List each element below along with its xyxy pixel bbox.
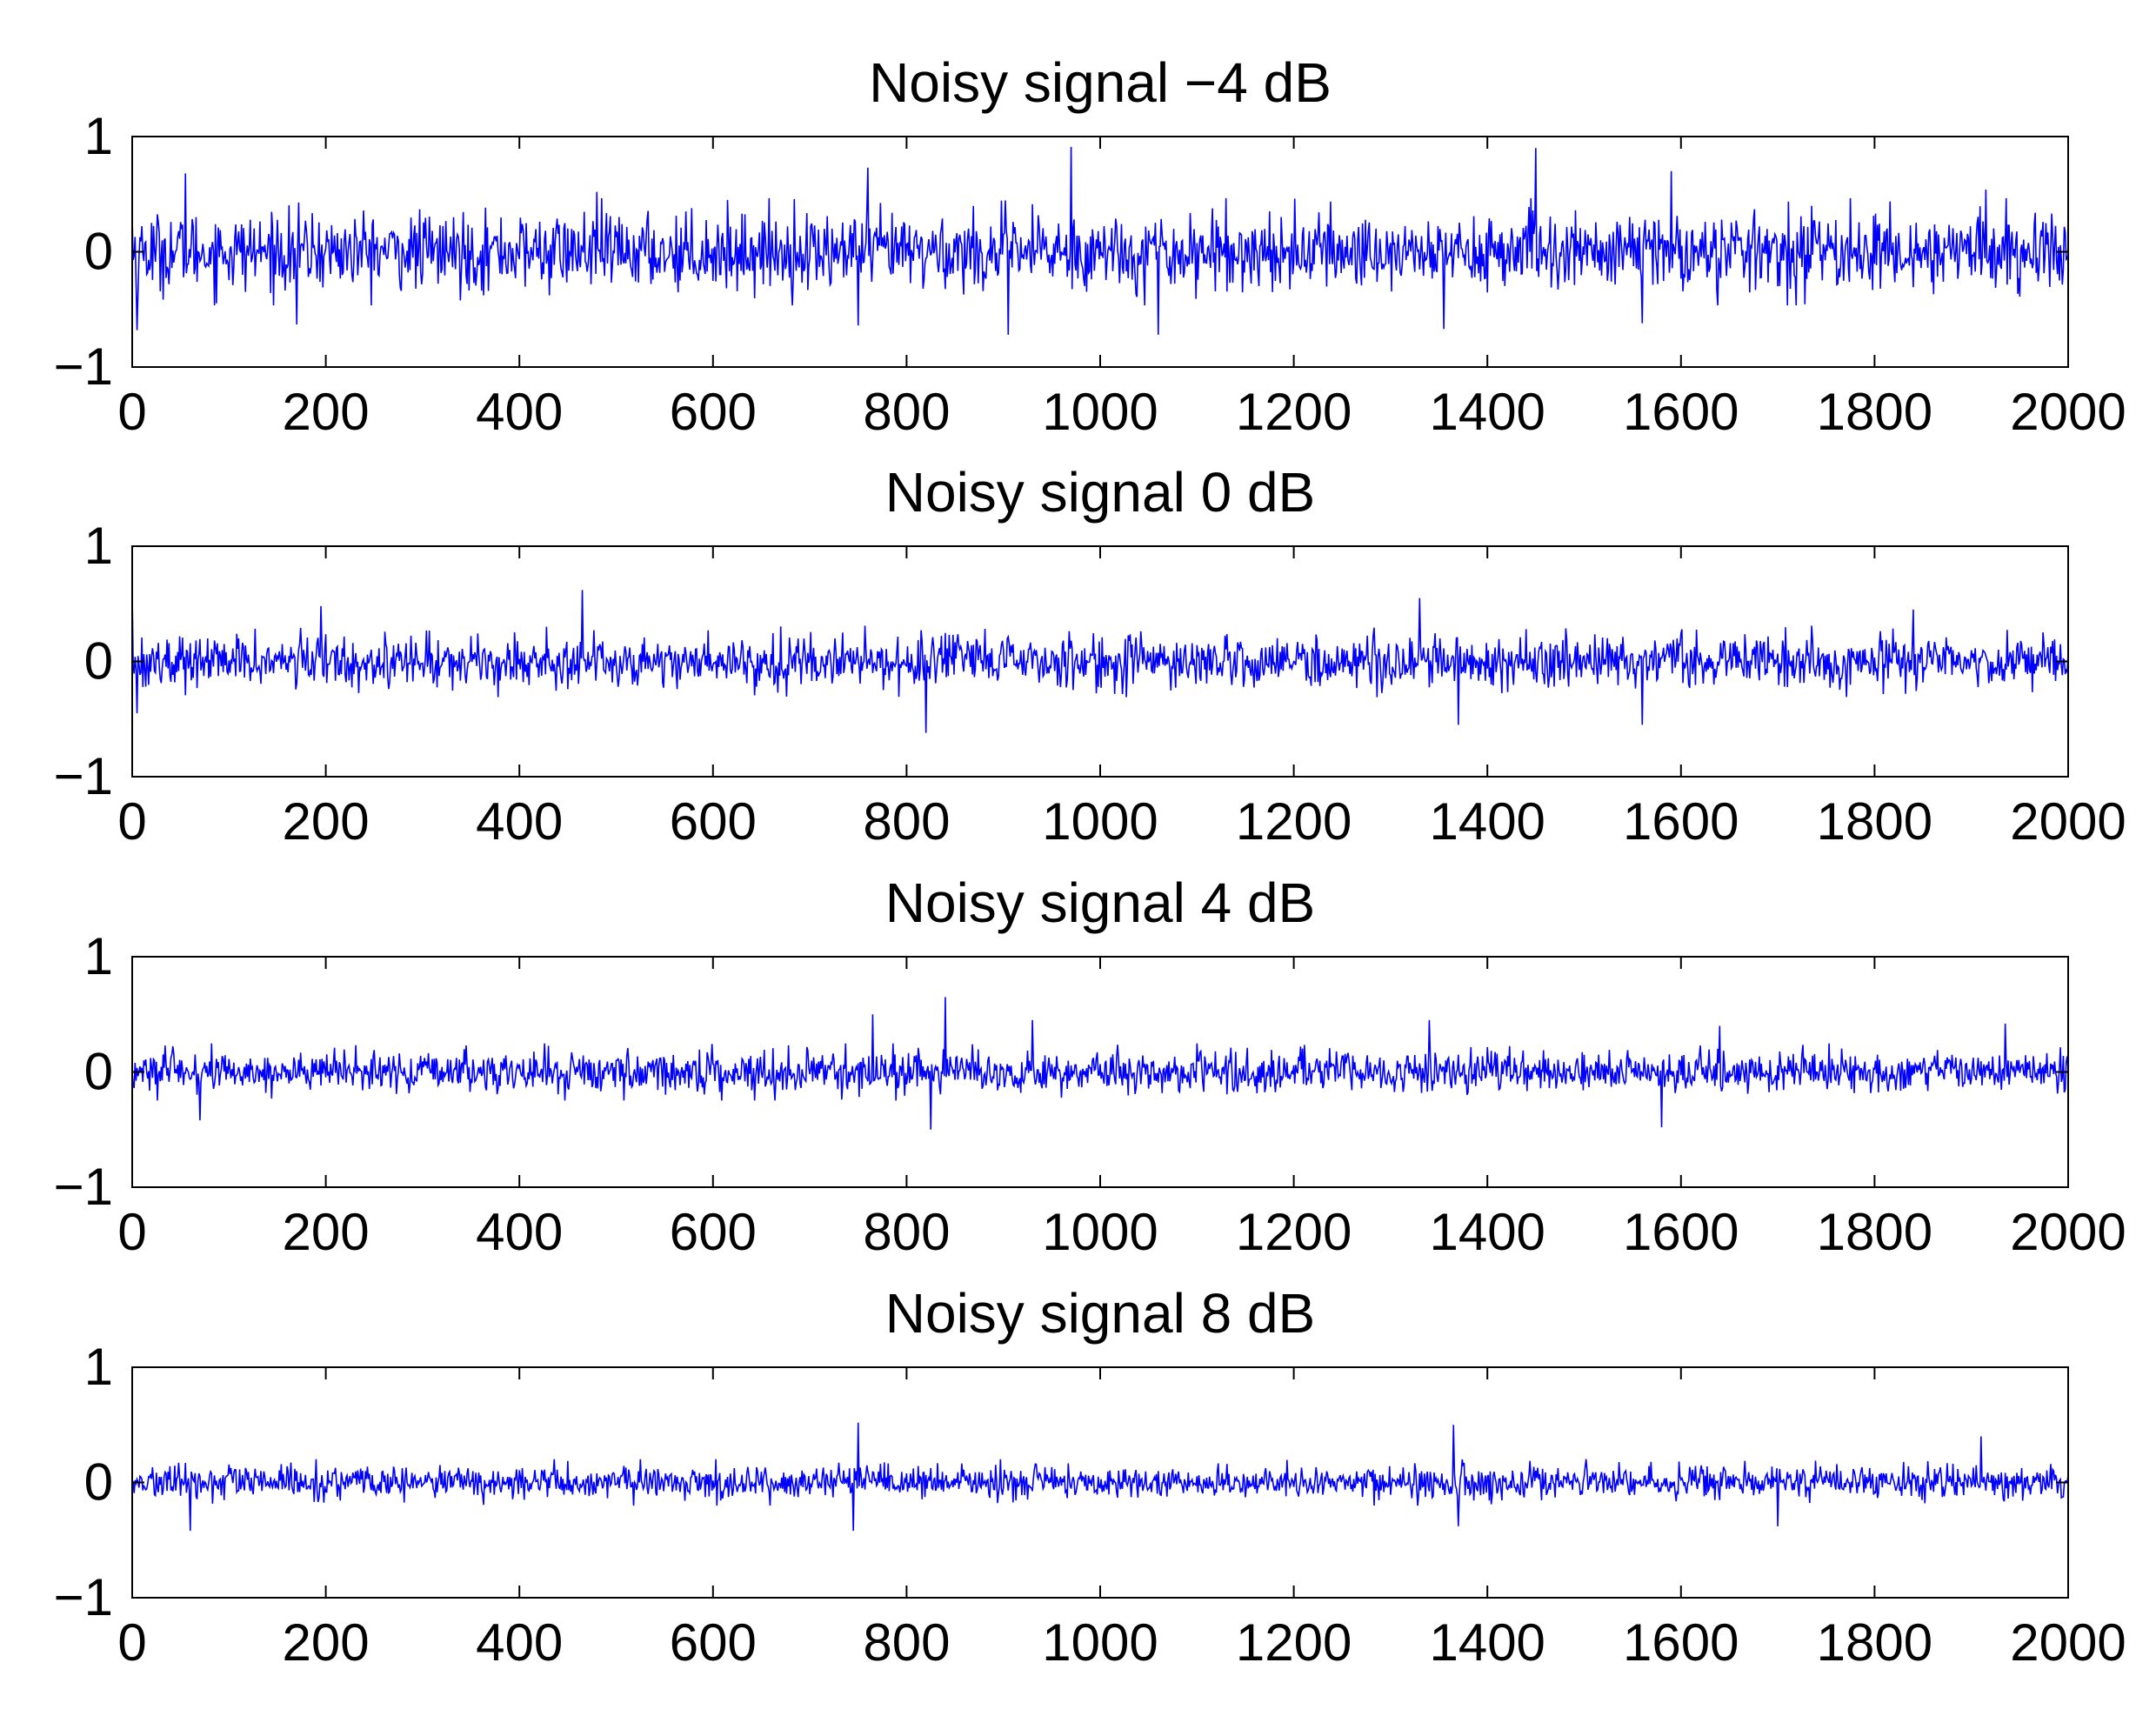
- x-tick-label: 0: [117, 1613, 146, 1672]
- subplot-2: Noisy signal 0 dB 0 200 400 600 800 1000 1200 14…: [54, 461, 2126, 851]
- x-tick-label: 800: [863, 1613, 950, 1672]
- x-tick-label: 1600: [1623, 1203, 1739, 1261]
- x-tick-label: 0: [117, 792, 146, 851]
- subplot-4: Noisy signal 8 dB 0 200 400 600 800 1000 1200 14…: [54, 1282, 2126, 1672]
- x-tick-label: 1200: [1236, 1613, 1352, 1672]
- signal-line: [131, 590, 2069, 733]
- signal-line: [131, 997, 2069, 1130]
- x-tick-label: 600: [670, 383, 757, 441]
- x-tick-label: 200: [283, 383, 370, 441]
- x-tick-label: 1800: [1817, 383, 1932, 441]
- y-tick-label: 1: [84, 1338, 113, 1396]
- x-tick-label: 1000: [1042, 1613, 1158, 1672]
- x-tick-label: 1000: [1042, 792, 1158, 851]
- x-tick-label: 2000: [2010, 1613, 2126, 1672]
- x-tick-label: 600: [670, 1613, 757, 1672]
- x-tick-label: 2000: [2010, 792, 2126, 851]
- x-tick-label: 400: [476, 792, 563, 851]
- y-tick-label: −1: [54, 1158, 113, 1216]
- x-tick-label: 1200: [1236, 383, 1352, 441]
- y-tick-label: −1: [54, 747, 113, 805]
- x-tick-label: 1600: [1623, 1613, 1739, 1672]
- subplot-title: Noisy signal −4 dB: [869, 51, 1332, 114]
- subplot-title: Noisy signal 8 dB: [885, 1282, 1315, 1345]
- subplot-title: Noisy signal 4 dB: [885, 871, 1315, 934]
- signal-line: [131, 1422, 2069, 1532]
- x-tick-label: 800: [863, 383, 950, 441]
- y-tick-label: −1: [54, 1568, 113, 1626]
- x-tick-label: 1800: [1817, 1613, 1932, 1672]
- y-tick-label: 0: [84, 1043, 113, 1101]
- y-tick-label: 1: [84, 927, 113, 985]
- x-tick-label: 200: [283, 792, 370, 851]
- x-tick-label: 1000: [1042, 1203, 1158, 1261]
- x-tick-label: 1600: [1623, 792, 1739, 851]
- x-tick-label: 1800: [1817, 792, 1932, 851]
- subplot-3: Noisy signal 4 dB 0 200 400 600 800 1000 1200 14…: [54, 871, 2126, 1261]
- x-tick-label: 1400: [1429, 1613, 1545, 1672]
- x-tick-label: 1800: [1817, 1203, 1932, 1261]
- x-tick-label: 800: [863, 792, 950, 851]
- y-tick-label: 1: [84, 517, 113, 575]
- x-tick-label: 2000: [2010, 383, 2126, 441]
- x-tick-label: 1000: [1042, 383, 1158, 441]
- y-tick-label: 1: [84, 107, 113, 165]
- x-tick-label: 800: [863, 1203, 950, 1261]
- x-tick-label: 1400: [1429, 383, 1545, 441]
- subplot-1: Noisy signal −4 dB 0 200 400 600 800 1000 1200 1…: [54, 51, 2126, 441]
- y-tick-label: −1: [54, 337, 113, 396]
- x-tick-label: 1400: [1429, 792, 1545, 851]
- x-tick-label: 400: [476, 1203, 563, 1261]
- signal-line: [131, 146, 2069, 335]
- y-tick-label: 0: [84, 1453, 113, 1512]
- x-tick-label: 1600: [1623, 383, 1739, 441]
- y-tick-label: 0: [84, 223, 113, 281]
- x-tick-label: 1400: [1429, 1203, 1545, 1261]
- y-tick-label: 0: [84, 632, 113, 691]
- x-tick-label: 1200: [1236, 1203, 1352, 1261]
- x-tick-label: 0: [117, 383, 146, 441]
- x-tick-label: 200: [283, 1613, 370, 1672]
- x-tick-label: 200: [283, 1203, 370, 1261]
- x-tick-label: 2000: [2010, 1203, 2126, 1261]
- x-tick-label: 400: [476, 383, 563, 441]
- x-tick-label: 600: [670, 1203, 757, 1261]
- x-tick-label: 1200: [1236, 792, 1352, 851]
- x-tick-label: 600: [670, 792, 757, 851]
- x-tick-label: 0: [117, 1203, 146, 1261]
- subplot-title: Noisy signal 0 dB: [885, 461, 1315, 524]
- x-tick-label: 400: [476, 1613, 563, 1672]
